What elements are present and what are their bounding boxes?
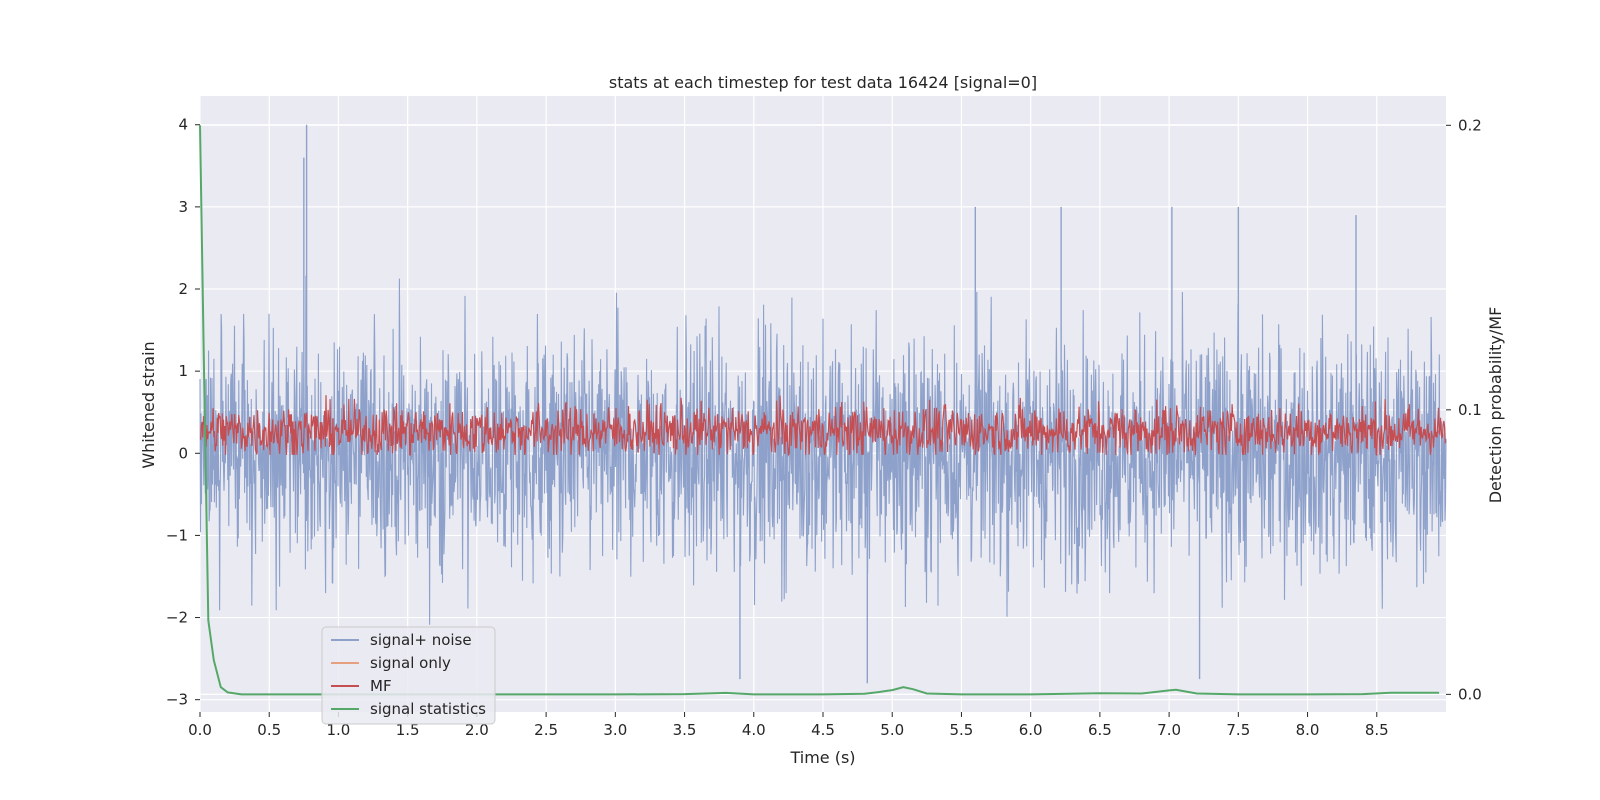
series-mf [199,395,1447,458]
x-tick-label-1: 0.5 [257,721,281,739]
x-tick-label-15: 7.5 [1226,721,1250,739]
x-tick-label-9: 4.5 [811,721,835,739]
y-tick-label-5: 2 [178,280,188,298]
y-tick-label-0: −3 [166,691,188,709]
chart-title: stats at each timestep for test data 164… [609,73,1037,92]
x-tick-label-10: 5.0 [880,721,904,739]
legend-label-mf: MF [370,677,392,695]
y-tick-label-2: −1 [166,526,188,544]
mf-line [199,395,1447,458]
series-signal-noise [199,124,1447,684]
y-tick-label-6: 3 [178,198,188,216]
legend-box [321,626,496,725]
legend-label-signal-noise: signal+ noise [370,631,472,649]
y-tick-label-7: 4 [178,116,188,134]
x-axis-label: Time (s) [789,748,855,767]
y-axis-label: Whitened strain [139,341,158,468]
x-tick-label-5: 2.5 [534,721,558,739]
x-tick-label-4: 2.0 [465,721,489,739]
y2-tick-label-2: 0.2 [1458,116,1482,134]
x-tick-label-17: 8.5 [1365,721,1389,739]
signal-statistics-line [199,125,1440,696]
legend-label-signal-statistics: signal statistics [370,700,486,718]
x-tick-label-7: 3.5 [673,721,697,739]
legend: signal+ noise signal only MF signal stat… [321,626,496,725]
series-signal-statistics [199,125,1440,696]
y2-tick-label-1: 0.1 [1458,401,1482,419]
y-tick-label-1: −2 [166,609,188,627]
x-axis-ticks: 0.0 0.5 1.0 1.5 2.0 2.5 3.0 3.5 4.0 4.5 5.0 5.5 6.0 6… [188,712,1389,739]
x-tick-label-3: 1.5 [396,721,420,739]
x-tick-label-6: 3.0 [603,721,627,739]
y2-axis-ticks: 0.0 0.1 0.2 [1446,116,1482,703]
y2-axis-label: Detection probability/MF [1486,307,1505,504]
x-tick-label-16: 8.0 [1296,721,1320,739]
x-tick-label-13: 6.5 [1088,721,1112,739]
y2-tick-label-0: 0.0 [1458,685,1482,703]
y-tick-label-4: 1 [178,362,188,380]
x-tick-label-14: 7.0 [1157,721,1181,739]
x-tick-label-8: 4.0 [742,721,766,739]
x-tick-label-11: 5.5 [950,721,974,739]
y-tick-label-3: 0 [178,444,188,462]
x-tick-label-0: 0.0 [188,721,212,739]
x-tick-label-2: 1.0 [327,721,351,739]
x-tick-label-12: 6.0 [1019,721,1043,739]
y-axis-ticks: −3 −2 −1 0 1 2 3 4 [166,116,200,709]
legend-label-signal-only: signal only [370,654,451,672]
